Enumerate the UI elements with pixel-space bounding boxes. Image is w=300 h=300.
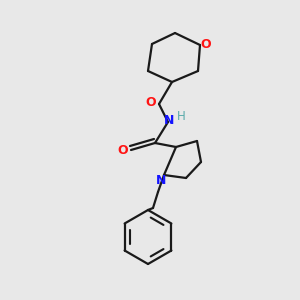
Text: O: O (201, 38, 211, 50)
Text: O: O (118, 145, 128, 158)
Text: N: N (164, 113, 174, 127)
Text: O: O (146, 97, 156, 110)
Text: N: N (156, 175, 166, 188)
Text: H: H (177, 110, 185, 122)
